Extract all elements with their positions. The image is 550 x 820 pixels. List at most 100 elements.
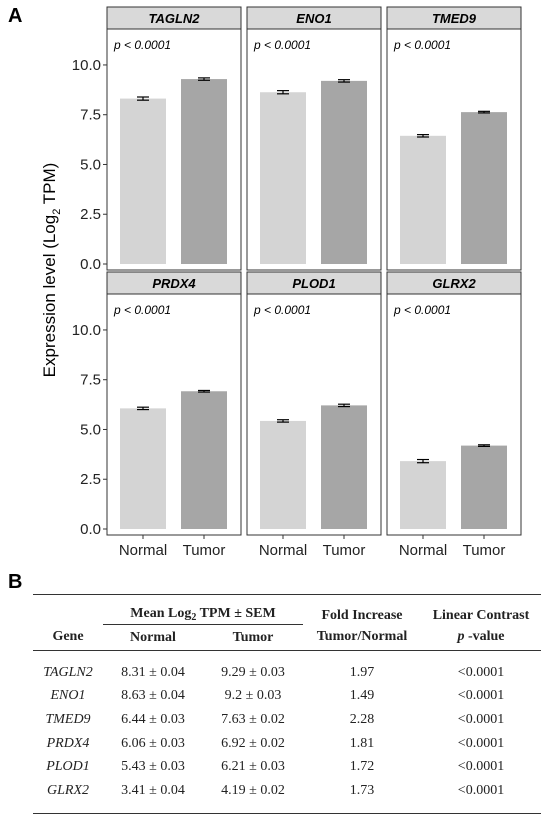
header-normal: Normal xyxy=(130,629,176,645)
normal-cell: 8.31 ± 0.04 xyxy=(121,664,185,680)
x-tick-label: Normal xyxy=(259,542,307,559)
summary-table: Mean Log2 TPM ± SEM Fold Increase Linear… xyxy=(33,594,541,814)
p-value-annotation: p < 0.0001 xyxy=(113,303,171,317)
p-value-annotation: p < 0.0001 xyxy=(393,38,451,52)
bar-normal xyxy=(260,420,306,529)
header-fold-increase: Fold Increase xyxy=(321,607,403,623)
y-tick-label: 2.5 xyxy=(80,471,101,488)
bar-normal xyxy=(400,135,446,264)
header-tumor-normal: Tumor/Normal xyxy=(316,629,408,645)
normal-cell: 3.41 ± 0.04 xyxy=(121,782,185,798)
facet-panel: PRDX4 p < 0.0001 0.0 2.5 5.0 7.5 10.0 Normal Tum… xyxy=(72,271,242,559)
bar-normal xyxy=(120,98,166,264)
bar-tumor xyxy=(181,391,227,529)
p-value-cell: <0.0001 xyxy=(457,664,505,680)
y-tick-label: 5.0 xyxy=(80,421,101,438)
p-value-annotation: p < 0.0001 xyxy=(393,303,451,317)
panel-a-label: A xyxy=(8,5,22,27)
normal-cell: 5.43 ± 0.03 xyxy=(121,759,185,775)
tumor-cell: 6.92 ± 0.02 xyxy=(221,735,285,751)
facet-panel: TAGLN2 p < 0.0001 0.0 2.5 5.0 7.5 10.0 xyxy=(72,6,242,273)
y-tick-label: 2.5 xyxy=(80,206,101,223)
gene-cell: GLRX2 xyxy=(47,782,89,798)
normal-cell: 8.63 ± 0.04 xyxy=(121,688,185,704)
table-body: TAGLN2 8.31 ± 0.04 9.29 ± 0.03 1.97 <0.0001 E… xyxy=(33,651,541,814)
gene-cell: ENO1 xyxy=(50,688,86,704)
gene-cell: TAGLN2 xyxy=(43,664,93,680)
header-empty-cell xyxy=(33,595,103,625)
p-value-cell: <0.0001 xyxy=(457,711,505,727)
table-row: TAGLN2 8.31 ± 0.04 9.29 ± 0.03 1.97 <0.0001 xyxy=(33,651,541,685)
bar-tumor xyxy=(321,80,367,264)
facet-title: PLOD1 xyxy=(292,276,335,291)
p-value-cell: <0.0001 xyxy=(457,735,505,751)
y-axis-label: Expression level (Log2 TPM) xyxy=(40,163,63,378)
facet-panel: PLOD1 p < 0.0001 Normal Tumor xyxy=(246,271,382,559)
fold-cell: 1.73 xyxy=(349,782,375,798)
table-row: ENO1 8.63 ± 0.04 9.2 ± 0.03 1.49 <0.0001 xyxy=(33,685,541,709)
tumor-cell: 6.21 ± 0.03 xyxy=(221,759,285,775)
facet-panel: TMED9 p < 0.0001 xyxy=(386,6,522,271)
summary-table-section: B Mean Log2 TPM ± SEM Fold Increase Line… xyxy=(0,565,550,820)
bar-tumor xyxy=(461,445,507,529)
bar-tumor xyxy=(321,405,367,529)
y-tick-label: 0.0 xyxy=(80,521,101,538)
header-tumor: Tumor xyxy=(232,629,274,645)
y-tick-label: 10.0 xyxy=(72,57,101,74)
header-linear-contrast: Linear Contrast xyxy=(432,607,530,623)
x-tick-label: Normal xyxy=(399,542,447,559)
fold-cell: 1.97 xyxy=(349,664,375,680)
gene-cell: TMED9 xyxy=(45,711,91,727)
normal-cell: 6.44 ± 0.03 xyxy=(121,711,185,727)
table-header-row-2: Gene Normal Tumor Tumor/Normal p -value xyxy=(33,625,541,651)
bar-tumor xyxy=(181,79,227,264)
header-gene: Gene xyxy=(52,629,84,645)
y-tick-label: 7.5 xyxy=(80,372,101,389)
bar-normal xyxy=(400,461,446,529)
p-value-annotation: p < 0.0001 xyxy=(113,38,171,52)
x-tick-label: Tumor xyxy=(323,542,366,559)
fold-cell: 1.49 xyxy=(349,688,375,704)
y-tick-label: 7.5 xyxy=(80,107,101,124)
header-mean-log-tpm: Mean Log2 TPM ± SEM xyxy=(103,594,303,625)
p-value-cell: <0.0001 xyxy=(457,782,505,798)
faceted-bar-chart: A Expression level (Log2 TPM) TAGLN2 p < … xyxy=(8,5,522,559)
gene-cell: PLOD1 xyxy=(46,759,90,775)
bar-normal xyxy=(120,408,166,529)
panel-b-label: B xyxy=(8,571,23,593)
facet-title: TAGLN2 xyxy=(148,11,200,26)
facet-panel: GLRX2 p < 0.0001 Normal Tumor xyxy=(386,271,522,559)
tumor-cell: 4.19 ± 0.02 xyxy=(221,782,285,798)
y-tick-label: 0.0 xyxy=(80,256,101,273)
bar-normal xyxy=(260,92,306,265)
tumor-cell: 9.2 ± 0.03 xyxy=(224,688,282,704)
p-value-cell: <0.0001 xyxy=(457,759,505,775)
x-tick-label: Tumor xyxy=(183,542,226,559)
table-row: PLOD1 5.43 ± 0.03 6.21 ± 0.03 1.72 <0.0001 xyxy=(33,755,541,779)
x-tick-label: Tumor xyxy=(463,542,506,559)
table-row: GLRX2 3.41 ± 0.04 4.19 ± 0.02 1.73 <0.0001 xyxy=(33,779,541,813)
fold-cell: 1.81 xyxy=(349,735,375,751)
p-value-annotation: p < 0.0001 xyxy=(253,38,311,52)
p-value-annotation: p < 0.0001 xyxy=(253,303,311,317)
table-row: PRDX4 6.06 ± 0.03 6.92 ± 0.02 1.81 <0.0001 xyxy=(33,732,541,756)
fold-cell: 2.28 xyxy=(349,711,375,727)
table-header-row-1: Mean Log2 TPM ± SEM Fold Increase Linear… xyxy=(33,594,541,625)
normal-cell: 6.06 ± 0.03 xyxy=(121,735,185,751)
bar-tumor xyxy=(461,112,507,264)
y-tick-label: 5.0 xyxy=(80,156,101,173)
gene-cell: PRDX4 xyxy=(46,735,90,751)
y-tick-label: 10.0 xyxy=(72,322,101,339)
x-tick-label: Normal xyxy=(119,542,167,559)
table-row: TMED9 6.44 ± 0.03 7.63 ± 0.02 2.28 <0.0001 xyxy=(33,708,541,732)
facet-panel: ENO1 p < 0.0001 xyxy=(246,6,382,271)
facet-title: TMED9 xyxy=(432,11,477,26)
facet-title: PRDX4 xyxy=(152,276,196,291)
fold-cell: 1.72 xyxy=(349,759,375,775)
header-p-value: p -value xyxy=(457,629,505,645)
tumor-cell: 9.29 ± 0.03 xyxy=(221,664,285,680)
tumor-cell: 7.63 ± 0.02 xyxy=(221,711,285,727)
p-value-cell: <0.0001 xyxy=(457,688,505,704)
facet-title: GLRX2 xyxy=(432,276,476,291)
facet-title: ENO1 xyxy=(296,11,331,26)
